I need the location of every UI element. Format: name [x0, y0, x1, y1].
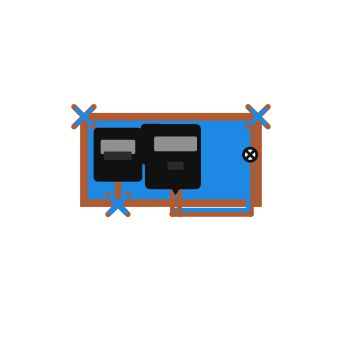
Polygon shape [163, 174, 189, 195]
FancyBboxPatch shape [167, 162, 183, 170]
FancyBboxPatch shape [94, 128, 142, 182]
FancyBboxPatch shape [141, 124, 163, 165]
FancyBboxPatch shape [101, 140, 135, 154]
Circle shape [244, 148, 257, 161]
FancyBboxPatch shape [104, 152, 114, 160]
FancyBboxPatch shape [121, 152, 132, 160]
FancyBboxPatch shape [113, 152, 123, 160]
FancyBboxPatch shape [86, 119, 256, 201]
FancyBboxPatch shape [154, 136, 197, 151]
FancyBboxPatch shape [145, 124, 201, 189]
